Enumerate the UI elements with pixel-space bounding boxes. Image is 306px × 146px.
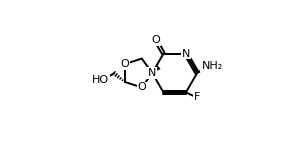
Text: HO: HO bbox=[92, 75, 109, 85]
Text: O: O bbox=[137, 82, 146, 92]
Text: N: N bbox=[182, 49, 190, 59]
Text: O: O bbox=[121, 59, 129, 69]
Text: O: O bbox=[151, 35, 160, 45]
Text: N: N bbox=[148, 68, 156, 78]
Text: NH₂: NH₂ bbox=[201, 61, 223, 72]
Text: F: F bbox=[194, 92, 201, 102]
